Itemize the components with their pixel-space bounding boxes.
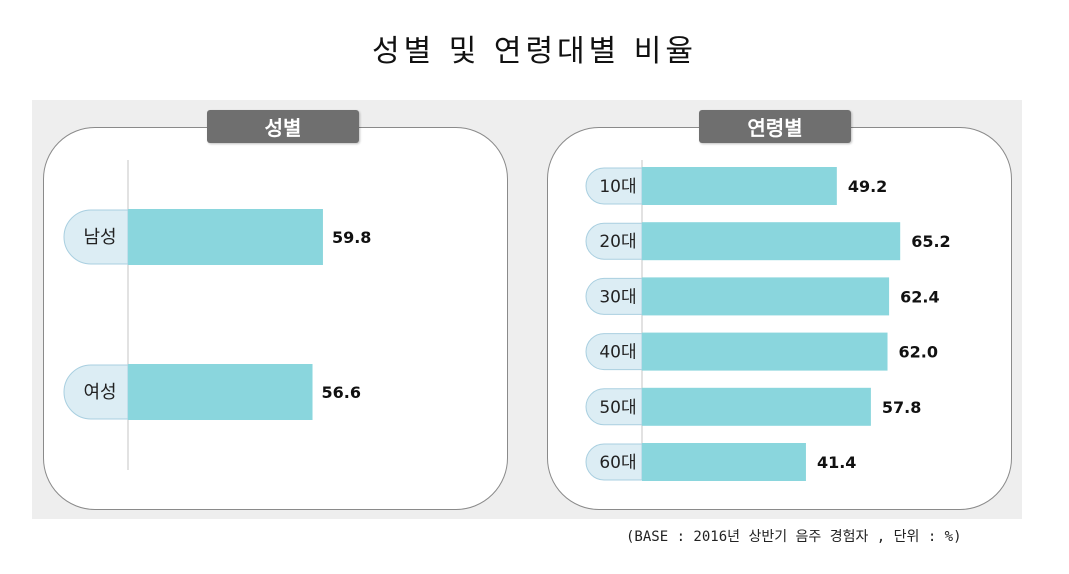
bar bbox=[642, 443, 806, 481]
category-label-pill bbox=[585, 333, 643, 371]
page-title: 성별 및 연령대별 비율 bbox=[371, 34, 697, 69]
bar bbox=[642, 222, 901, 261]
value-label: 49.2 bbox=[848, 177, 887, 196]
bar bbox=[128, 209, 323, 265]
bar bbox=[128, 364, 313, 420]
bar bbox=[642, 277, 890, 316]
bar bbox=[642, 332, 888, 371]
age-panel-title: 연령별 bbox=[699, 110, 851, 143]
value-label: 41.4 bbox=[817, 453, 856, 472]
category-label-pill bbox=[63, 364, 129, 420]
category-label: 10대 bbox=[599, 177, 636, 197]
category-label-pill bbox=[585, 277, 643, 315]
category-label: 남성 bbox=[83, 227, 116, 248]
category-label: 20대 bbox=[599, 232, 636, 252]
gender-panel-title: 성별 bbox=[207, 110, 359, 143]
category-label-pill bbox=[585, 443, 643, 481]
category-label-pill bbox=[63, 209, 129, 265]
value-label: 59.8 bbox=[332, 228, 371, 247]
value-label: 62.4 bbox=[900, 287, 939, 306]
category-label-pill bbox=[585, 222, 643, 260]
value-label: 65.2 bbox=[911, 232, 950, 251]
value-label: 62.0 bbox=[899, 343, 938, 362]
value-label: 56.6 bbox=[322, 383, 361, 402]
category-label: 여성 bbox=[83, 382, 116, 403]
bar bbox=[642, 387, 871, 426]
category-label: 60대 bbox=[599, 453, 636, 473]
category-label: 50대 bbox=[599, 398, 636, 418]
gender-panel bbox=[43, 127, 508, 510]
bar bbox=[642, 167, 837, 205]
category-label: 30대 bbox=[599, 287, 636, 307]
footnote: (BASE : 2016년 상반기 음주 경험자 , 단위 : %) bbox=[626, 529, 962, 545]
category-label: 40대 bbox=[599, 343, 636, 363]
value-label: 57.8 bbox=[882, 398, 921, 417]
category-label-pill bbox=[585, 167, 643, 205]
category-label-pill bbox=[585, 388, 643, 426]
